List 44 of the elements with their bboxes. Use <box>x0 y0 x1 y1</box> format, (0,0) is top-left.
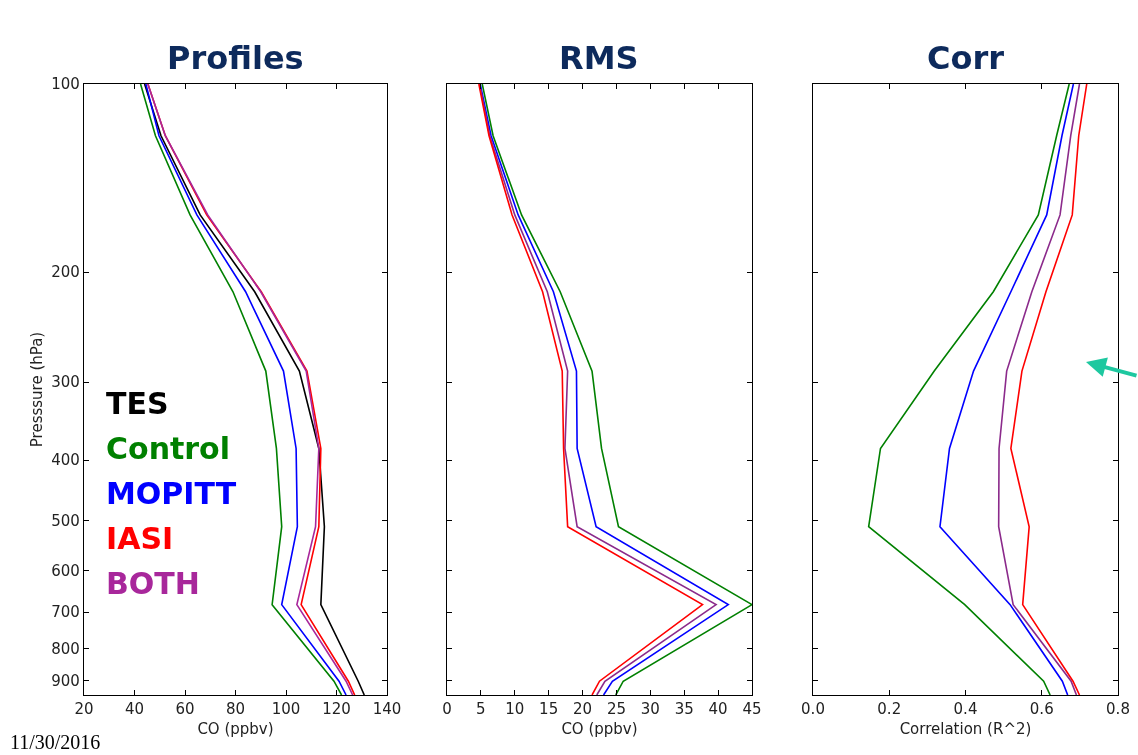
x-tick-label: 0.2 <box>877 700 902 719</box>
x-tick-label: 40 <box>708 700 728 719</box>
x-tick-label: 0.4 <box>953 700 978 719</box>
y-tick-label: 400 <box>51 451 80 470</box>
series-label: Control <box>106 431 231 466</box>
y-axis-title: Presssure (hPa) <box>28 331 47 448</box>
y-tick-label: 900 <box>51 671 80 690</box>
chart-title: Profiles <box>167 39 304 77</box>
y-tick-label: 800 <box>51 639 80 658</box>
text: TES <box>106 386 169 421</box>
x-axis-title: CO (ppbv) <box>197 720 274 739</box>
x-axis-title: Correlation (R^2) <box>899 720 1032 739</box>
x-tick-label: 45 <box>742 700 762 719</box>
x-tick-label: 15 <box>539 700 559 719</box>
x-tick-label: 80 <box>225 700 246 719</box>
x-tick-label: 0 <box>442 700 452 719</box>
x-tick-label: 25 <box>606 700 626 719</box>
y-tick-label: 500 <box>51 512 80 531</box>
x-axis-title: CO (ppbv) <box>561 720 638 739</box>
y-tick-label: 300 <box>51 373 80 392</box>
x-tick-label: 0.6 <box>1029 700 1054 719</box>
text: BOTH <box>106 566 200 601</box>
x-tick-label: 40 <box>124 700 145 719</box>
x-tick-label: 20 <box>74 700 94 719</box>
text: 11/30/2016 <box>10 731 101 753</box>
x-tick-label: 10 <box>505 700 525 719</box>
y-tick-label: 600 <box>51 561 80 580</box>
text: IASI <box>106 521 174 556</box>
y-tick-label: 100 <box>51 75 80 94</box>
x-tick-label: 35 <box>674 700 694 719</box>
chart-title: Corr <box>927 39 1005 77</box>
x-tick-label: 30 <box>640 700 660 719</box>
x-tick-label: 5 <box>476 700 486 719</box>
x-tick-label: 20 <box>573 700 593 719</box>
text: MOPITT <box>106 476 237 511</box>
x-tick-label: 0.0 <box>801 700 825 719</box>
x-tick-label: 100 <box>271 700 301 719</box>
x-tick-label: 120 <box>322 700 351 719</box>
x-tick-label: 140 <box>372 700 402 719</box>
y-tick-label: 700 <box>51 603 80 622</box>
chart-title: RMS <box>559 39 639 77</box>
y-tick-label: 200 <box>51 263 80 282</box>
x-tick-label: 0.8 <box>1106 700 1130 719</box>
x-tick-label: 60 <box>175 700 195 719</box>
